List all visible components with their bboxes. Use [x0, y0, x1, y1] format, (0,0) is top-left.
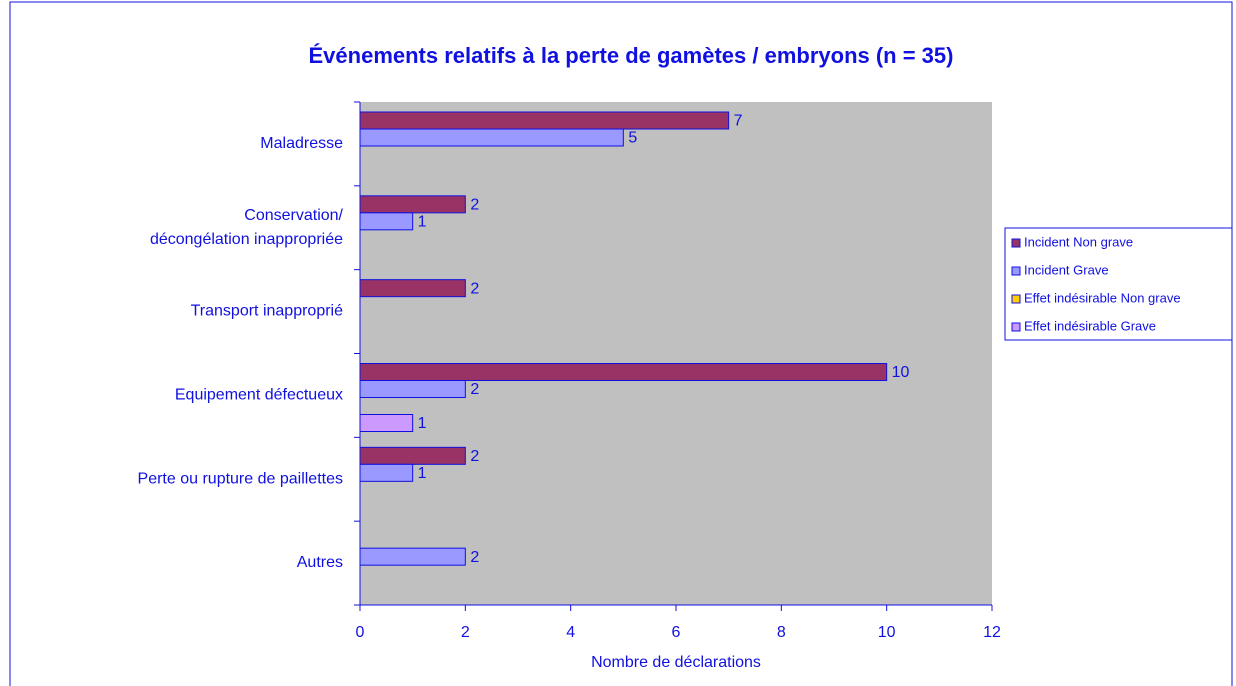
- chart-title: Événements relatifs à la perte de gamète…: [309, 43, 954, 68]
- data-label: 10: [892, 364, 910, 381]
- y-tick-label: Perte ou rupture de paillettes: [138, 470, 343, 487]
- legend-swatch: [1011, 238, 1021, 248]
- y-tick-label: Conservation/décongélation inappropriée: [150, 207, 344, 248]
- x-tick-label: 10: [878, 624, 896, 641]
- data-label: 2: [470, 448, 479, 465]
- bar: [359, 128, 624, 147]
- bar: [359, 279, 466, 298]
- y-tick-label: Equipement défectueux: [175, 387, 343, 404]
- bar: [359, 463, 414, 482]
- legend-label: Incident Non grave: [1024, 234, 1133, 249]
- legend-label: Incident Grave: [1024, 262, 1109, 277]
- bar: [359, 446, 466, 465]
- x-axis-label: Nombre de déclarations: [591, 654, 761, 671]
- x-tick-label: 6: [672, 624, 681, 641]
- data-label: 2: [470, 549, 479, 566]
- x-tick-label: 8: [777, 624, 786, 641]
- bar: [359, 195, 466, 214]
- bar: [359, 380, 466, 398]
- legend-label: Effet indésirable Non grave: [1024, 290, 1181, 305]
- bar: [359, 363, 888, 381]
- data-label: 7: [734, 113, 743, 130]
- data-label: 2: [470, 280, 479, 297]
- y-tick-label: Autres: [297, 554, 343, 571]
- data-label: 1: [418, 214, 427, 231]
- data-label: 2: [470, 381, 479, 398]
- bar: [359, 414, 414, 432]
- legend-swatch: [1011, 266, 1021, 276]
- bar: [359, 111, 730, 130]
- data-label: 1: [418, 415, 427, 432]
- plot-area: [360, 102, 992, 605]
- y-tick-label: Transport inapproprié: [191, 303, 343, 320]
- legend-swatch: [1011, 322, 1021, 332]
- legend: [1004, 227, 1233, 341]
- x-tick-label: 12: [983, 624, 1001, 641]
- legend-label: Effet indésirable Grave: [1024, 318, 1156, 333]
- x-tick-label: 2: [461, 624, 470, 641]
- y-tick-label: Maladresse: [260, 135, 343, 152]
- data-label: 2: [470, 197, 479, 214]
- data-label: 1: [418, 465, 427, 482]
- bar: [359, 547, 466, 566]
- x-tick-label: 4: [566, 624, 575, 641]
- legend-swatch: [1011, 294, 1021, 304]
- x-tick-label: 0: [356, 624, 365, 641]
- data-label: 5: [628, 130, 637, 147]
- bar: [359, 212, 414, 231]
